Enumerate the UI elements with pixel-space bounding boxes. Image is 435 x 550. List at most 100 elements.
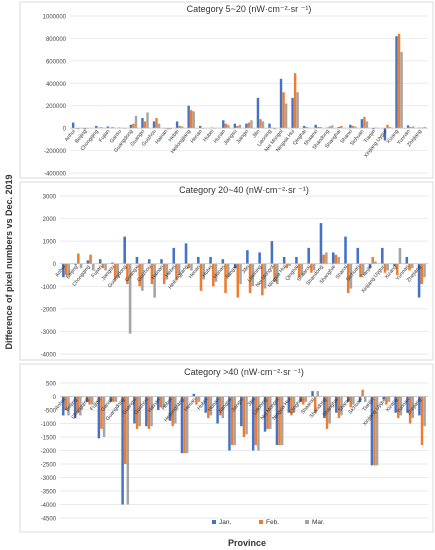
y-tick-label: -1500 (41, 436, 57, 442)
bar-mar (328, 396, 331, 424)
bar-mar (197, 396, 201, 402)
bar-jan (199, 125, 202, 129)
bar-mar (239, 263, 242, 285)
bar-feb (340, 125, 343, 129)
bar-feb (195, 396, 198, 405)
bar-jan (180, 396, 184, 454)
bar-jan (197, 256, 200, 264)
bar-feb (166, 128, 170, 130)
bar-mar (90, 396, 94, 405)
bar-jan (405, 256, 409, 264)
bar-jan (337, 127, 340, 129)
y-tick-label: -3000 (41, 330, 57, 336)
bar-mar (261, 121, 265, 129)
bar-feb (132, 123, 135, 129)
legend-label: Jan. (219, 519, 231, 526)
bar-jan (204, 396, 207, 413)
bar-feb (317, 127, 320, 129)
bar-mar (251, 263, 255, 287)
bar-mar (250, 120, 253, 129)
bar-feb (278, 396, 281, 446)
bar-mar (227, 124, 230, 129)
bar-mar (134, 115, 138, 129)
bar-mar (67, 263, 71, 275)
y-tick-label: -500 (44, 409, 57, 415)
bar-mar (292, 396, 296, 413)
bar-feb (408, 263, 411, 271)
bar-feb (247, 122, 251, 129)
bar-feb (273, 263, 276, 282)
bar-feb (328, 126, 331, 129)
bar-mar (300, 263, 304, 275)
bar-feb (285, 263, 289, 269)
bar-mar (157, 123, 161, 129)
bar-mar (263, 263, 267, 289)
legend-label: Feb. (266, 519, 279, 526)
bar-jan (71, 122, 75, 129)
bar-mar (284, 103, 288, 129)
bar-jan (291, 97, 294, 129)
bar-jan (86, 260, 90, 264)
bar-jan (331, 252, 335, 264)
y-tick-label: 400000 (46, 82, 67, 88)
bar-jan (251, 396, 255, 451)
bar-feb (138, 263, 141, 287)
bar-mar (128, 263, 132, 334)
bar-jan (62, 263, 65, 278)
bar-mar (245, 396, 248, 435)
bar-feb (189, 110, 193, 129)
bar-feb (290, 396, 293, 416)
bar-feb (322, 254, 325, 264)
bar-jan (417, 263, 421, 298)
bar-feb (88, 396, 91, 405)
bar-feb (359, 263, 362, 278)
chart-title: Category 5~20 (nW·cm⁻²·sr ⁻¹) (187, 4, 312, 14)
bar-mar (319, 127, 322, 129)
bar-feb (187, 263, 191, 269)
bar-mar (114, 396, 118, 402)
bar-jan (73, 396, 77, 419)
x-tick-label: Jilin (251, 129, 261, 140)
bar-mar (209, 396, 213, 416)
bar-feb (224, 263, 227, 294)
bar-feb (293, 73, 297, 129)
bar-feb (100, 396, 103, 429)
bar-jan (123, 236, 126, 264)
legend-label: Mar. (312, 519, 325, 526)
bar-jan (83, 128, 86, 130)
bar-feb (77, 253, 80, 264)
bar-jan (168, 396, 172, 421)
bar-mar (365, 121, 369, 129)
bar-jan (406, 396, 409, 413)
bar-feb (76, 396, 79, 413)
bar-feb (313, 396, 317, 413)
bar-feb (261, 263, 264, 296)
bar-jan (98, 259, 102, 264)
bar-mar (116, 263, 120, 278)
bar-mar (257, 396, 260, 451)
bar-mar (423, 127, 426, 129)
figure-xlabel: Province (228, 538, 266, 548)
bar-jan (133, 396, 136, 424)
y-tick-label: 0 (53, 262, 57, 268)
figure-ylabel: Difference of pixel numbers vs Dec. 2019 (4, 174, 14, 349)
bar-mar (388, 127, 392, 129)
bar-jan (381, 247, 384, 264)
panel-frame (19, 181, 434, 361)
bar-jan (335, 396, 338, 413)
bar-jan (147, 259, 151, 264)
bar-feb (64, 263, 68, 275)
bar-jan (282, 256, 286, 264)
bar-jan (382, 396, 386, 400)
bar-feb (162, 263, 166, 285)
bar-jan (395, 36, 398, 129)
y-tick-label: 600000 (46, 59, 67, 65)
bar-jan (314, 124, 317, 129)
bar-jan (129, 124, 133, 129)
bar-mar (354, 126, 357, 129)
bar-mar (77, 128, 80, 130)
bar-mar (349, 263, 353, 289)
y-tick-label: 500 (46, 382, 57, 388)
bar-mar (190, 263, 193, 271)
